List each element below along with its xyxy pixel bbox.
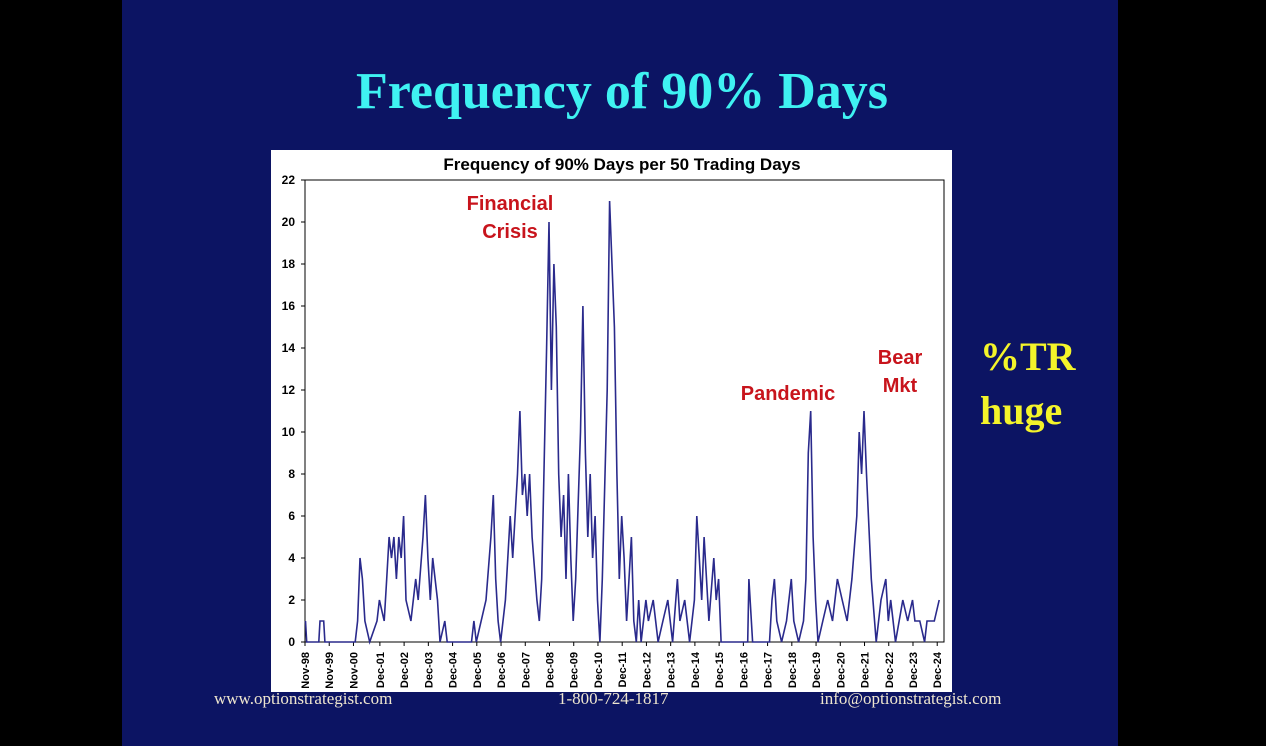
y-tick-label: 8 — [288, 467, 295, 481]
x-tick-label: Dec-18 — [787, 652, 799, 688]
y-tick-label: 20 — [282, 215, 296, 229]
x-tick-label: Dec-10 — [593, 652, 605, 688]
y-tick-label: 14 — [282, 341, 296, 355]
footer-phone: 1-800-724-1817 — [558, 689, 669, 708]
x-tick-label: Dec-15 — [714, 652, 726, 688]
x-tick-label: Dec-16 — [738, 652, 750, 688]
x-tick-label: Nov-99 — [324, 652, 336, 689]
y-tick-label: 2 — [288, 593, 295, 607]
x-tick-label: Dec-21 — [860, 652, 872, 688]
x-tick-label: Dec-20 — [835, 652, 847, 688]
x-tick-label: Nov-00 — [348, 652, 360, 689]
y-tick-label: 18 — [282, 257, 296, 271]
x-tick-label: Dec-06 — [496, 652, 508, 688]
x-tick-label: Dec-05 — [472, 652, 484, 688]
x-tick-label: Dec-17 — [763, 652, 775, 688]
x-tick-label: Dec-02 — [399, 652, 411, 688]
data-line — [304, 200, 940, 645]
x-tick-label: Dec-19 — [811, 652, 823, 688]
x-tick-label: Dec-24 — [932, 651, 944, 688]
y-tick-label: 0 — [288, 635, 295, 649]
x-tick-label: Nov-98 — [300, 652, 312, 689]
x-tick-label: Dec-23 — [908, 652, 920, 688]
y-tick-label: 10 — [282, 425, 296, 439]
y-tick-label: 22 — [282, 173, 296, 187]
annotation: Financial Crisis — [466, 193, 554, 243]
y-tick-label: 4 — [288, 551, 295, 565]
chart-title: Frequency of 90% Days per 50 Trading Day… — [443, 155, 800, 174]
x-tick-label: Dec-14 — [690, 651, 702, 688]
footer-web: www.optionstrategist.com — [214, 689, 393, 708]
slide-title: Frequency of 90% Days — [355, 63, 888, 120]
x-tick-label: Dec-09 — [569, 652, 581, 688]
y-tick-label: 12 — [282, 383, 296, 397]
x-tick-label: Dec-13 — [666, 652, 678, 688]
annotation: Bear Mkt — [877, 347, 923, 397]
x-tick-label: Dec-08 — [545, 652, 557, 688]
plot-frame — [304, 179, 945, 643]
footer-email: info@optionstrategist.com — [820, 689, 1002, 708]
annotation: Pandemic — [740, 383, 836, 405]
x-tick-label: Dec-03 — [423, 652, 435, 688]
x-tick-label: Dec-11 — [617, 652, 629, 687]
x-tick-label: Dec-04 — [448, 651, 460, 688]
y-tick-label: 16 — [282, 299, 296, 313]
x-tick-label: Dec-01 — [375, 652, 387, 688]
x-tick-label: Dec-12 — [641, 652, 653, 688]
x-tick-label: Dec-07 — [520, 652, 532, 688]
y-tick-label: 6 — [288, 509, 295, 523]
side-note: %TR huge — [980, 334, 1076, 433]
x-tick-label: Dec-22 — [884, 652, 896, 688]
